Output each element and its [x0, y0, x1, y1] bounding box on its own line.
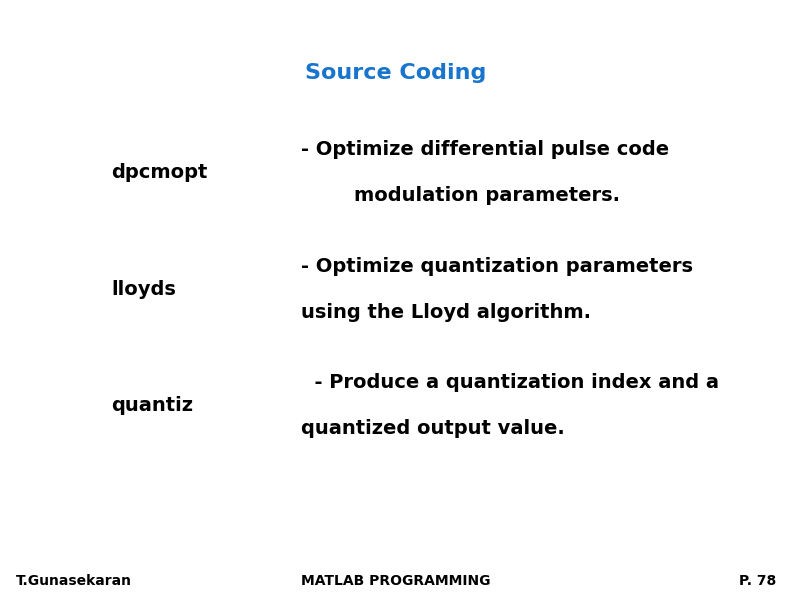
Text: - Optimize quantization parameters: - Optimize quantization parameters	[301, 256, 693, 276]
Text: P. 78: P. 78	[739, 575, 776, 588]
Text: - Optimize differential pulse code: - Optimize differential pulse code	[301, 140, 669, 160]
Text: - Produce a quantization index and a: - Produce a quantization index and a	[301, 373, 719, 392]
Text: modulation parameters.: modulation parameters.	[354, 186, 620, 206]
Text: quantiz: quantiz	[111, 396, 193, 415]
Text: T.Gunasekaran: T.Gunasekaran	[16, 575, 131, 588]
Text: lloyds: lloyds	[111, 280, 176, 299]
Text: using the Lloyd algorithm.: using the Lloyd algorithm.	[301, 302, 591, 322]
Text: MATLAB PROGRAMMING: MATLAB PROGRAMMING	[301, 575, 491, 588]
Text: quantized output value.: quantized output value.	[301, 419, 565, 438]
Text: dpcmopt: dpcmopt	[111, 163, 208, 182]
Text: Source Coding: Source Coding	[305, 64, 487, 83]
